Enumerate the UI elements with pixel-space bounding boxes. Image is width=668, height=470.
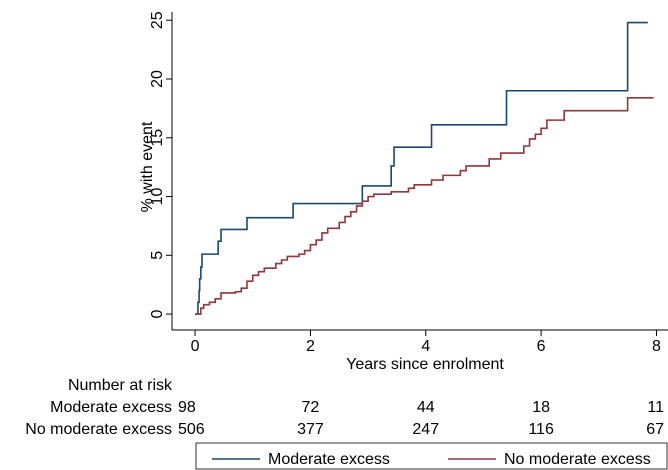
- risk-value: 72: [302, 399, 320, 416]
- legend-frame: [195, 442, 668, 470]
- step-line: [195, 21, 648, 315]
- risk-row-label: Moderate excess: [50, 399, 172, 416]
- y-tick-label: 15: [149, 129, 166, 147]
- legend-label: No moderate excess: [504, 451, 651, 468]
- risk-value: 116: [528, 421, 554, 438]
- step-line: [195, 97, 654, 315]
- y-tick-label: 20: [149, 70, 166, 88]
- risk-value: 18: [532, 399, 550, 416]
- risk-value: 11: [647, 399, 664, 416]
- risk-row-label: No moderate excess: [25, 421, 172, 438]
- x-tick-label: 6: [537, 338, 546, 355]
- y-tick-label: 0: [149, 310, 166, 319]
- y-tick-label: 25: [149, 11, 166, 29]
- risk-value: 44: [417, 399, 435, 416]
- x-tick-label: 8: [652, 338, 661, 355]
- risk-value: 377: [297, 421, 324, 438]
- y-axis-label: % with event: [139, 121, 156, 212]
- x-tick-label: 0: [191, 338, 200, 355]
- x-tick-label: 2: [306, 338, 315, 355]
- risk-value: 247: [412, 421, 439, 438]
- y-tick-label: 5: [149, 251, 166, 260]
- risk-value: 67: [646, 421, 664, 438]
- risk-value: 506: [178, 421, 205, 438]
- x-tick-label: 4: [421, 338, 430, 355]
- risk-value: 98: [178, 399, 196, 416]
- x-axis-label: Years since enrolment: [346, 356, 504, 373]
- legend-label: Moderate excess: [268, 451, 390, 468]
- y-tick-label: 10: [149, 188, 166, 206]
- risk-table-title: Number at risk: [68, 377, 173, 394]
